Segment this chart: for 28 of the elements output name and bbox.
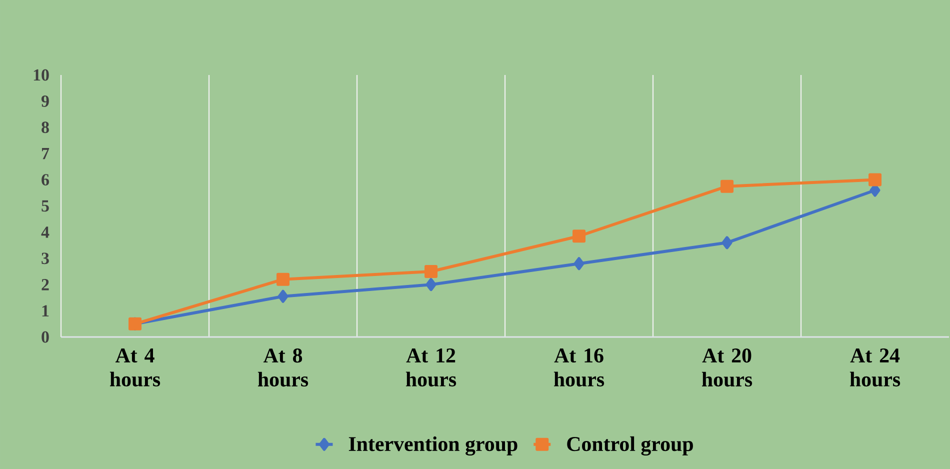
point bbox=[720, 180, 734, 193]
x-tick-label: At 4 hours bbox=[110, 348, 160, 386]
x-tick-label: At 12 hours bbox=[406, 348, 456, 387]
y-tick-label: 0 bbox=[42, 331, 49, 343]
y-tick-label: 6 bbox=[42, 174, 49, 186]
y-tick-label: 3 bbox=[42, 252, 49, 264]
x-tick-label: At 24 hours bbox=[850, 348, 900, 387]
point bbox=[278, 290, 288, 303]
y-tick-label: 5 bbox=[42, 200, 49, 212]
point bbox=[722, 236, 732, 250]
point bbox=[574, 257, 584, 270]
y-tick-label: 8 bbox=[42, 122, 49, 134]
point bbox=[868, 173, 882, 186]
legend-label: Control group bbox=[567, 436, 693, 456]
point bbox=[426, 278, 436, 292]
y-tick-label: 10 bbox=[34, 69, 49, 81]
point bbox=[276, 272, 290, 286]
point bbox=[424, 264, 438, 278]
y-tick-label: 2 bbox=[42, 278, 49, 290]
legend-label: Intervention group bbox=[348, 436, 518, 456]
y-tick-label: 4 bbox=[41, 226, 50, 238]
x-tick-label: At 20 hours bbox=[702, 348, 752, 387]
point bbox=[572, 230, 586, 243]
x-tick-label: At 16 hours bbox=[554, 348, 604, 387]
y-tick-label: 7 bbox=[42, 148, 50, 160]
y-tick-label: 9 bbox=[41, 95, 49, 107]
y-tick-label: 1 bbox=[42, 305, 49, 316]
x-tick-label: At 8 hours bbox=[258, 348, 308, 387]
